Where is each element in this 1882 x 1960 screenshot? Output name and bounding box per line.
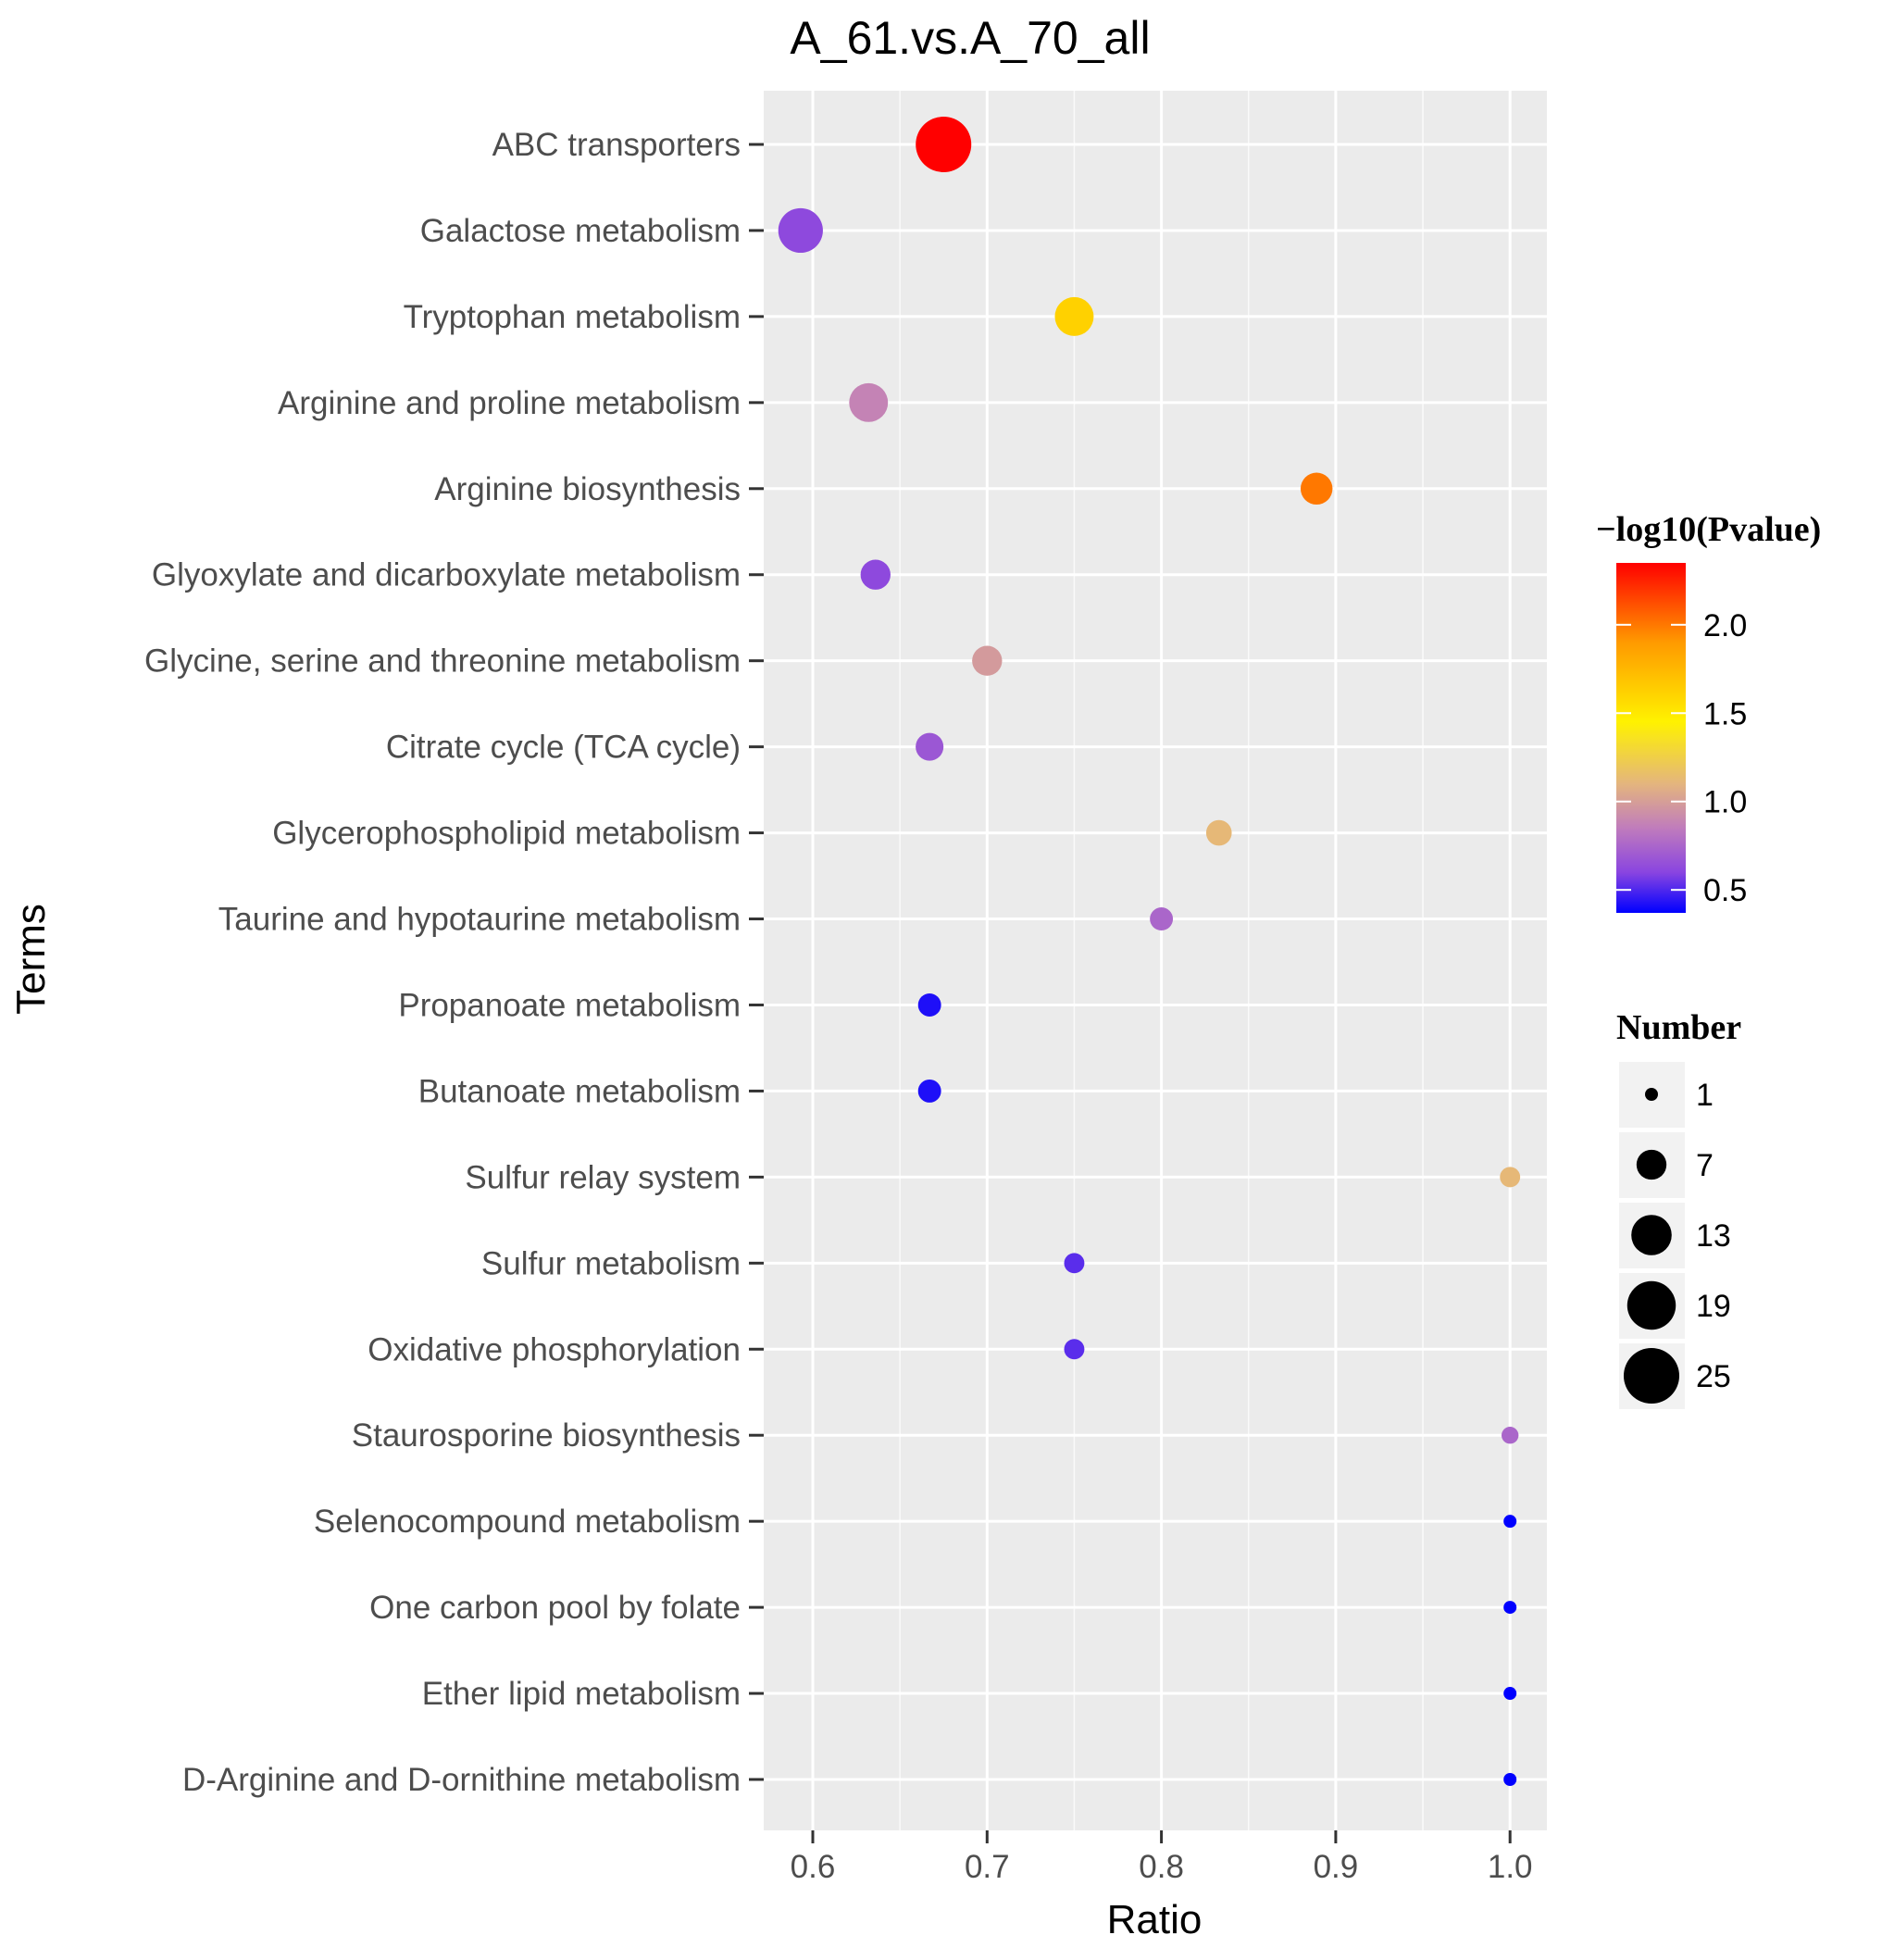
x-tick-label: 1.0: [1488, 1849, 1533, 1885]
data-point: [1205, 819, 1232, 846]
y-tick-label: Citrate cycle (TCA cycle): [386, 730, 741, 766]
size-key-dot: [1626, 1280, 1676, 1330]
size-key-dot: [1631, 1215, 1672, 1255]
colorbar-tick-label: 1.5: [1703, 696, 1747, 731]
chart-title: A_61.vs.A_70_all: [790, 12, 1150, 64]
data-point: [778, 207, 823, 254]
x-tick-label: 0.7: [965, 1849, 1010, 1885]
y-tick-label: Ether lipid metabolism: [422, 1676, 741, 1712]
color-legend: −log10(Pvalue) 2.0 1.5 1.0 0.5: [1596, 510, 1821, 913]
y-tick-label: One carbon pool by folate: [369, 1590, 741, 1626]
data-point: [1503, 1601, 1517, 1615]
data-point: [1503, 1687, 1517, 1701]
size-key-label: 13: [1696, 1218, 1731, 1254]
data-point: [1503, 1515, 1517, 1529]
data-point: [1300, 472, 1333, 506]
y-tick-label: Arginine biosynthesis: [434, 471, 741, 507]
plot-panel: [764, 91, 1547, 1830]
colorbar-tick-label: 2.0: [1703, 608, 1747, 643]
y-tick-label: D-Arginine and D-ornithine metabolism: [182, 1762, 741, 1798]
y-tick-label: Sulfur metabolism: [481, 1245, 741, 1281]
size-key-dot: [1645, 1088, 1658, 1101]
grid-lines: [764, 91, 1547, 1830]
y-tick-label: Butanoate metabolism: [418, 1073, 741, 1109]
data-point: [1502, 1427, 1519, 1444]
size-key-dot: [1636, 1149, 1667, 1180]
colorbar-tick-label: 1.0: [1703, 785, 1747, 820]
data-point: [849, 382, 889, 422]
y-tick-label: Propanoate metabolism: [398, 987, 741, 1023]
x-axis-title: Ratio: [1107, 1897, 1203, 1942]
size-key-dot: [1623, 1347, 1680, 1404]
size-legend-title: Number: [1616, 1008, 1741, 1047]
colorbar: [1616, 563, 1686, 913]
color-legend-title: −log10(Pvalue): [1596, 510, 1821, 549]
colorbar-tick-label: 0.5: [1703, 873, 1747, 908]
data-point: [1150, 907, 1174, 930]
x-tick-label: 0.8: [1139, 1849, 1184, 1885]
y-axis-title: Terms: [8, 904, 54, 1015]
size-key-label: 1: [1696, 1078, 1714, 1113]
x-axis: 0.6 0.7 0.8 0.9 1.0: [791, 1830, 1533, 1885]
y-tick-label: Selenocompound metabolism: [314, 1504, 741, 1540]
y-tick-label: Glycine, serine and threonine metabolism: [144, 643, 741, 680]
size-key-label: 7: [1696, 1148, 1714, 1183]
data-point: [1054, 296, 1094, 336]
x-tick-label: 0.9: [1314, 1849, 1359, 1885]
y-tick-label: Galactose metabolism: [420, 213, 741, 249]
y-tick-label: Oxidative phosphorylation: [368, 1331, 741, 1367]
x-tick-label: 0.6: [791, 1849, 836, 1885]
y-tick-label: Glycerophospholipid metabolism: [272, 816, 741, 852]
points: [778, 116, 1521, 1786]
size-key-label: 19: [1696, 1289, 1731, 1324]
y-axis: ABC transporters Galactose metabolism Tryp…: [144, 127, 764, 1798]
data-point: [972, 645, 1003, 676]
y-tick-label: ABC transporters: [492, 127, 741, 163]
y-tick-label: Arginine and proline metabolism: [278, 385, 741, 421]
data-point: [1503, 1773, 1517, 1786]
y-tick-label: Taurine and hypotaurine metabolism: [218, 902, 741, 938]
data-point: [916, 116, 972, 173]
data-point: [917, 993, 941, 1017]
data-point: [1500, 1167, 1521, 1188]
data-point: [1064, 1339, 1085, 1360]
data-point: [917, 1079, 941, 1103]
data-point: [1064, 1253, 1085, 1274]
y-tick-label: Tryptophan metabolism: [404, 299, 741, 335]
size-legend: Number 1 7 13 19 25: [1616, 1008, 1741, 1409]
y-tick-label: Staurosporine biosynthesis: [352, 1417, 741, 1454]
y-tick-label: Glyoxylate and dicarboxylate metabolism: [152, 557, 741, 593]
data-point: [916, 732, 944, 761]
y-tick-label: Sulfur relay system: [465, 1159, 741, 1195]
size-key-label: 25: [1696, 1359, 1731, 1394]
data-point: [860, 559, 891, 590]
